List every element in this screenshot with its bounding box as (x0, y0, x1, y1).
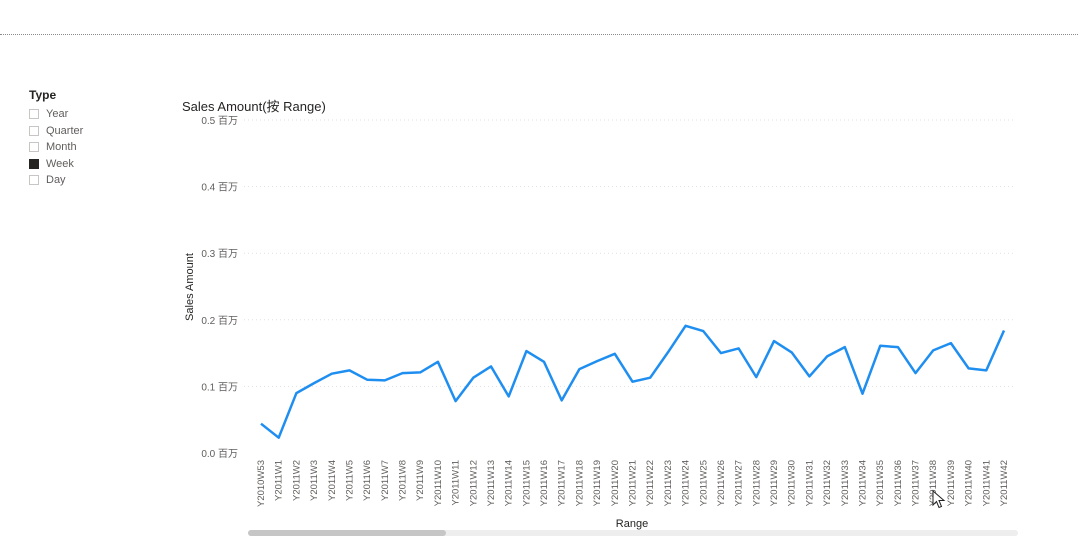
x-tick-label: Y2011W30 (787, 460, 798, 506)
slicer-item-label: Week (46, 157, 74, 170)
y-tick-label: 0.0 百万 (201, 448, 238, 460)
checkbox[interactable] (29, 158, 39, 169)
checkbox[interactable] (29, 125, 39, 136)
x-tick-label: Y2011W33 (840, 460, 851, 506)
slicer-item-quarter[interactable]: Quarter (29, 123, 159, 140)
scrollbar-track[interactable] (248, 530, 1018, 536)
type-slicer: Type Year Quarter Month Week Day (29, 88, 159, 189)
x-tick-label: Y2011W11 (451, 460, 462, 506)
x-axis-label: Range (616, 518, 648, 530)
y-tick-label: 0.3 百万 (201, 248, 238, 260)
x-tick-label: Y2011W5 (344, 460, 355, 501)
slicer-title: Type (29, 88, 57, 102)
x-tick-label: Y2011W35 (875, 460, 886, 506)
slicer-item-year[interactable]: Year (29, 106, 159, 123)
x-tick-label: Y2011W6 (362, 460, 373, 501)
x-tick-label: Y2011W36 (893, 460, 904, 506)
x-tick-label: Y2011W20 (610, 460, 621, 506)
y-tick-label: 0.1 百万 (201, 381, 238, 393)
checkbox[interactable] (29, 142, 39, 153)
x-tick-label: Y2011W38 (928, 460, 939, 506)
slicer-item-label: Quarter (46, 124, 84, 137)
slicer-item-day[interactable]: Day (29, 172, 159, 189)
mouse-cursor-icon (932, 490, 946, 509)
x-tick-label: Y2010W53 (256, 460, 267, 507)
x-tick-label: Y2011W32 (822, 460, 833, 506)
x-tick-label: Y2011W37 (911, 460, 922, 506)
y-axis-label: Sales Amount (184, 253, 196, 321)
x-tick-label: Y2011W8 (398, 460, 409, 501)
slicer-items: Year Quarter Month Week Day (29, 106, 159, 189)
x-tick-label: Y2011W15 (521, 460, 532, 506)
x-tick-label: Y2011W1 (274, 460, 285, 501)
x-tick-label: Y2011W28 (751, 460, 762, 506)
x-tick-label: Y2011W16 (539, 460, 550, 506)
x-tick-label: Y2011W27 (734, 460, 745, 506)
x-tick-label: Y2011W24 (681, 460, 692, 506)
checkbox[interactable] (29, 109, 39, 120)
x-tick-label: Y2011W19 (592, 460, 603, 506)
x-tick-label: Y2011W29 (769, 460, 780, 506)
x-tick-label: Y2011W13 (486, 460, 497, 506)
x-tick-label: Y2011W42 (999, 460, 1010, 506)
x-tick-label: Y2011W12 (468, 460, 479, 506)
x-tick-label: Y2011W17 (557, 460, 568, 506)
x-tick-label: Y2011W14 (504, 460, 515, 506)
x-tick-label: Y2011W18 (574, 460, 585, 506)
slicer-item-label: Month (46, 141, 77, 154)
x-tick-label: Y2011W10 (433, 460, 444, 506)
x-tick-label: Y2011W9 (415, 460, 426, 501)
slicer-item-month[interactable]: Month (29, 139, 159, 156)
x-tick-label: Y2011W31 (804, 460, 815, 506)
slicer-item-week[interactable]: Week (29, 156, 159, 173)
x-tick-label: Y2011W41 (981, 460, 992, 506)
x-tick-label: Y2011W21 (628, 460, 639, 506)
scrollbar-thumb[interactable] (248, 530, 446, 536)
checkbox[interactable] (29, 175, 39, 186)
slicer-item-label: Year (46, 108, 69, 121)
y-tick-label: 0.4 百万 (201, 182, 238, 194)
x-tick-label: Y2011W34 (857, 460, 868, 506)
x-tick-label: Y2011W39 (946, 460, 957, 506)
x-tick-label: Y2011W23 (663, 460, 674, 506)
y-tick-label: 0.5 百万 (201, 115, 238, 127)
slicer-item-label: Day (46, 174, 66, 187)
y-tick-label: 0.2 百万 (201, 315, 238, 327)
x-tick-label: Y2011W22 (645, 460, 656, 506)
x-tick-label: Y2011W2 (291, 460, 302, 501)
chart-title: Sales Amount(按 Range) (182, 99, 326, 114)
series-line (260, 324, 1006, 439)
x-tick-label: Y2011W25 (698, 460, 709, 506)
x-tick-label: Y2011W7 (380, 460, 391, 501)
x-tick-label: Y2011W26 (716, 460, 727, 506)
x-tick-label: Y2011W3 (309, 460, 320, 501)
top-divider (0, 34, 1078, 35)
x-tick-label: Y2011W4 (327, 460, 338, 501)
x-tick-label: Y2011W40 (964, 460, 975, 506)
